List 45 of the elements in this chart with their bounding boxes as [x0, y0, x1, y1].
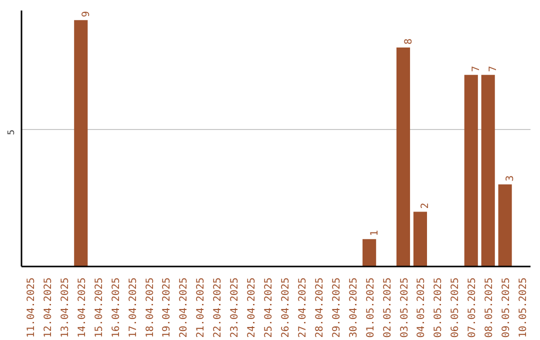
bar — [396, 47, 410, 266]
x-tick-label: 02.05.2025 — [382, 277, 394, 338]
x-tick-label: 16.04.2025 — [110, 277, 122, 338]
x-tick-label: 29.04.2025 — [331, 277, 342, 338]
x-tick-label: 17.04.2025 — [128, 277, 139, 338]
data-label: 1 — [369, 230, 380, 236]
x-tick-label: 07.05.2025 — [467, 277, 478, 338]
bar — [481, 74, 495, 266]
bar — [413, 212, 428, 266]
x-tick-label: 30.04.2025 — [348, 277, 360, 338]
x-tick-label: 14.04.2025 — [76, 277, 88, 338]
x-tick-label: 15.04.2025 — [94, 277, 105, 338]
y-tick-label: 5 — [7, 130, 17, 136]
data-label: 7 — [471, 66, 482, 72]
x-tick-label: 21.04.2025 — [196, 277, 207, 338]
x-tick-label: 04.05.2025 — [416, 277, 428, 338]
data-label: 9 — [80, 11, 92, 18]
x-tick-label: 25.04.2025 — [264, 277, 275, 338]
x-tick-label: 03.05.2025 — [399, 277, 410, 338]
bar — [362, 239, 376, 266]
x-tick-label: 22.04.2025 — [212, 277, 224, 338]
data-label: 3 — [505, 175, 516, 182]
x-tick-label: 20.04.2025 — [178, 277, 190, 338]
data-label: 2 — [420, 202, 432, 209]
x-tick-label: 19.04.2025 — [162, 277, 173, 338]
x-tick-label: 05.05.2025 — [433, 277, 444, 338]
bar — [464, 74, 478, 266]
x-tick-label: 12.04.2025 — [42, 277, 54, 338]
x-tick-label: 27.04.2025 — [297, 277, 308, 338]
x-tick-label: 08.05.2025 — [484, 277, 496, 338]
x-tick-label: 06.05.2025 — [450, 277, 462, 338]
x-tick-label: 23.04.2025 — [230, 277, 241, 338]
x-tick-label: 24.04.2025 — [246, 277, 258, 338]
x-tick-label: 11.04.2025 — [26, 277, 37, 338]
x-tick-label: 13.04.2025 — [60, 277, 71, 338]
x-tick-label: 01.05.2025 — [365, 277, 376, 338]
data-label: 8 — [403, 38, 414, 44]
bar — [74, 20, 88, 266]
bar — [498, 184, 512, 266]
x-tick-label: 28.04.2025 — [314, 277, 326, 338]
x-tick-label: 10.05.2025 — [518, 277, 530, 338]
x-tick-label: 09.05.2025 — [501, 277, 512, 338]
x-tick-label: 26.04.2025 — [280, 277, 292, 338]
x-tick-label: 18.04.2025 — [144, 277, 156, 338]
data-label: 7 — [488, 66, 500, 72]
